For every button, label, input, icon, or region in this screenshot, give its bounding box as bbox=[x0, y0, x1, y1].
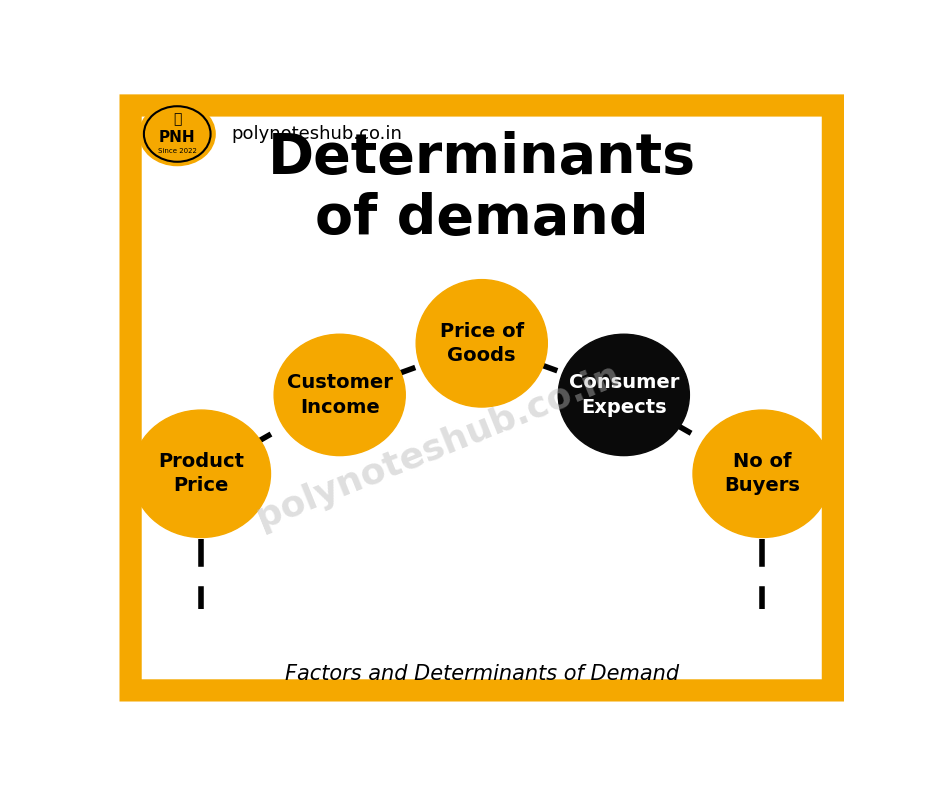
Text: Consumer
Expects: Consumer Expects bbox=[569, 374, 679, 417]
Text: No of
Buyers: No of Buyers bbox=[725, 452, 800, 496]
Circle shape bbox=[139, 102, 215, 165]
Text: Factors and Determinants of Demand: Factors and Determinants of Demand bbox=[285, 664, 679, 684]
Circle shape bbox=[144, 106, 211, 162]
Ellipse shape bbox=[132, 410, 271, 537]
Text: Price of
Goods: Price of Goods bbox=[440, 322, 524, 365]
Text: Determinants
of demand: Determinants of demand bbox=[268, 132, 696, 246]
Ellipse shape bbox=[416, 280, 547, 407]
FancyBboxPatch shape bbox=[131, 106, 833, 690]
Ellipse shape bbox=[274, 334, 405, 455]
Text: 🎓: 🎓 bbox=[173, 112, 181, 126]
Ellipse shape bbox=[693, 410, 831, 537]
Text: Product
Price: Product Price bbox=[158, 452, 244, 496]
Text: Since 2022: Since 2022 bbox=[158, 148, 196, 154]
Text: PNH: PNH bbox=[159, 129, 196, 144]
Text: polynoteshub.co.in: polynoteshub.co.in bbox=[251, 358, 625, 535]
Ellipse shape bbox=[558, 334, 689, 455]
Text: polynoteshub.co.in: polynoteshub.co.in bbox=[232, 125, 402, 143]
Text: Customer
Income: Customer Income bbox=[287, 374, 393, 417]
